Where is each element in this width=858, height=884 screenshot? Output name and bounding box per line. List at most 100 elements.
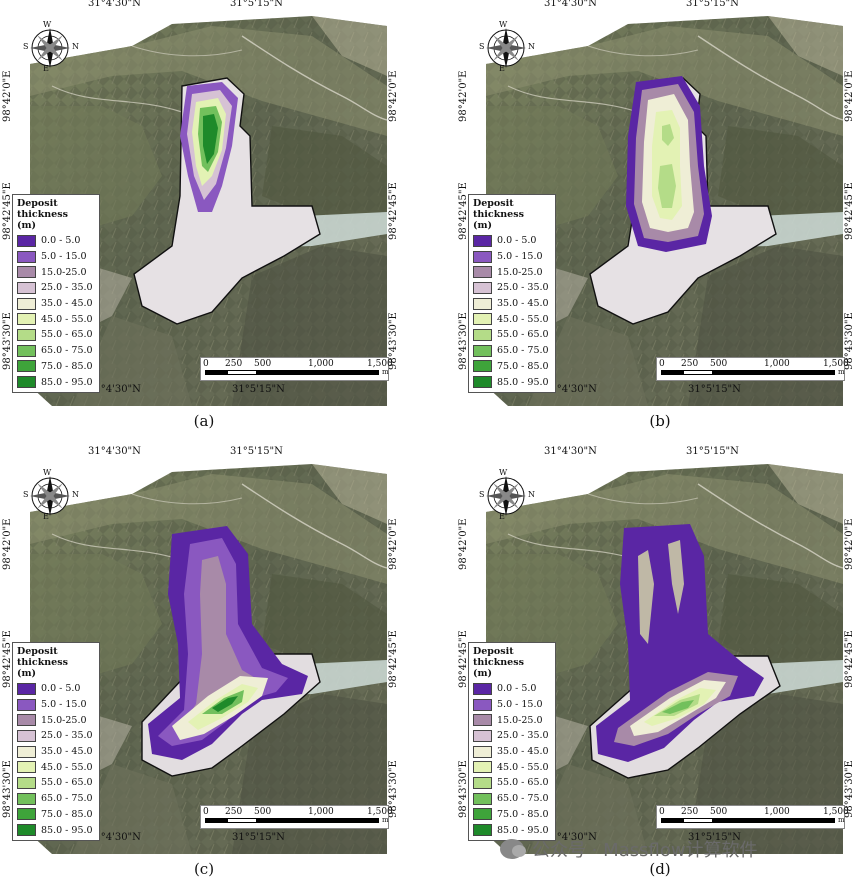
legend-label: 35.0 - 45.0 (41, 746, 93, 758)
legend-swatch (473, 761, 492, 774)
coord-label-left-1: 98°42'0"E (2, 70, 13, 122)
map-panel: 31°4'30"N 31°5'15"N 31°4'30"N 31°5'15"N … (456, 446, 856, 878)
legend-item: 75.0 - 85.0 (17, 807, 95, 823)
coord-label-right-1: 98°42'0"E (388, 70, 399, 122)
compass-s: S (479, 42, 485, 51)
legend-item: 0.0 - 5.0 (17, 233, 95, 249)
compass-s: S (23, 490, 29, 499)
legend-item: 75.0 - 85.0 (17, 359, 95, 375)
scale-segment (661, 370, 683, 375)
legend-label: 25.0 - 35.0 (41, 282, 93, 294)
legend-item: 75.0 - 85.0 (473, 807, 551, 823)
legend-swatch (473, 745, 492, 758)
scale-segment (205, 370, 227, 375)
compass-icon (486, 476, 526, 516)
watermark-text: 公众号 · Massflow计算软件 (532, 840, 758, 861)
coord-label-bottom-left: 31°4'30"N (544, 384, 597, 395)
coord-label-top-right: 31°5'15"N (230, 0, 283, 9)
scale-unit: m (382, 368, 389, 376)
legend-item: 55.0 - 65.0 (473, 775, 551, 791)
legend-swatch (473, 376, 492, 389)
legend-swatch (473, 729, 492, 742)
legend-swatch (473, 281, 492, 294)
legend-swatch (17, 698, 36, 711)
legend-label: 25.0 - 35.0 (497, 730, 549, 742)
scale-segment (769, 818, 835, 823)
legend-unit: (m) (473, 668, 493, 679)
scale-tick: 1,500 (823, 359, 849, 369)
coord-label-top-right: 31°5'15"N (230, 446, 283, 457)
legend-item: 25.0 - 35.0 (17, 280, 95, 296)
scale-unit: m (838, 816, 845, 824)
legend-swatch (473, 360, 492, 373)
scale-segment (256, 818, 313, 823)
legend-swatch (17, 792, 36, 805)
legend-item: 45.0 - 55.0 (473, 759, 551, 775)
legend-item: 65.0 - 75.0 (473, 791, 551, 807)
legend-label: 35.0 - 45.0 (497, 298, 549, 310)
scale-tick: 1,500 (367, 359, 393, 369)
legend-item: 5.0 - 15.0 (473, 697, 551, 713)
scale-tick: 1,500 (367, 807, 393, 817)
legend-item: 55.0 - 65.0 (17, 775, 95, 791)
scale-segment (313, 370, 379, 375)
coord-label-left-1: 98°42'0"E (458, 70, 469, 122)
map-panel: 31°4'30"N 31°5'15"N 31°4'30"N 31°5'15"N … (456, 0, 856, 430)
compass-n: N (72, 42, 79, 51)
legend-label: 65.0 - 75.0 (497, 345, 549, 357)
legend-swatch (17, 281, 36, 294)
compass-e: E (43, 512, 49, 521)
legend-label: 0.0 - 5.0 (41, 235, 81, 247)
legend-label: 75.0 - 85.0 (497, 808, 549, 820)
coord-label-left-1: 98°42'0"E (458, 518, 469, 570)
legend-swatch (473, 297, 492, 310)
coord-label-top-right: 31°5'15"N (686, 446, 739, 457)
legend-label: 85.0 - 95.0 (41, 824, 93, 836)
scale-segment (256, 370, 313, 375)
scale-tick: 500 (710, 359, 728, 369)
legend-label: 55.0 - 65.0 (497, 329, 549, 341)
scale-segment (227, 370, 257, 375)
legend-label: 0.0 - 5.0 (497, 235, 537, 247)
legend-swatch (17, 234, 36, 247)
legend-label: 5.0 - 15.0 (497, 699, 543, 711)
scale-tick: 500 (254, 359, 272, 369)
scale-tick: 500 (710, 807, 728, 817)
legend-swatch (473, 776, 492, 789)
coord-label-right-1: 98°42'0"E (388, 518, 399, 570)
scale-unit: m (838, 368, 845, 376)
legend-item: 35.0 - 45.0 (17, 296, 95, 312)
scale-tick: 0 (659, 807, 665, 817)
legend-label: 45.0 - 55.0 (497, 761, 549, 773)
deposit-zone (668, 540, 684, 614)
scale-segment (769, 370, 835, 375)
watermark: 公众号 · Massflow计算软件 (500, 836, 758, 862)
legend-item: 25.0 - 35.0 (473, 280, 551, 296)
legend-swatch (17, 776, 36, 789)
panel-caption: (d) (649, 860, 671, 878)
legend-label: 75.0 - 85.0 (497, 360, 549, 372)
legend-label: 35.0 - 45.0 (41, 298, 93, 310)
scale-segment (712, 818, 769, 823)
legend-item: 35.0 - 45.0 (473, 744, 551, 760)
scale-tick: 0 (203, 359, 209, 369)
legend-swatch (17, 714, 36, 727)
deposit-zone (638, 550, 654, 644)
legend-swatch (17, 344, 36, 357)
legend-item: 65.0 - 75.0 (473, 343, 551, 359)
legend-item: 55.0 - 65.0 (473, 327, 551, 343)
legend-swatch (473, 824, 492, 837)
legend-item: 25.0 - 35.0 (473, 728, 551, 744)
legend-item: 5.0 - 15.0 (17, 249, 95, 265)
scale-bar: 0 250 500 1,000 1,500 m (656, 357, 849, 381)
legend-label: 55.0 - 65.0 (497, 777, 549, 789)
legend-label: 35.0 - 45.0 (497, 746, 549, 758)
deposit-zone (212, 696, 238, 712)
legend-item: 0.0 - 5.0 (473, 233, 551, 249)
compass-s: S (23, 42, 29, 51)
legend: Deposit thickness (m) 0.0 - 5.0 5.0 - 15… (468, 194, 556, 393)
compass-w: W (499, 468, 508, 477)
deposit-zone (596, 524, 764, 762)
legend-title: Deposit thickness (17, 646, 68, 668)
legend-item: 45.0 - 55.0 (17, 759, 95, 775)
